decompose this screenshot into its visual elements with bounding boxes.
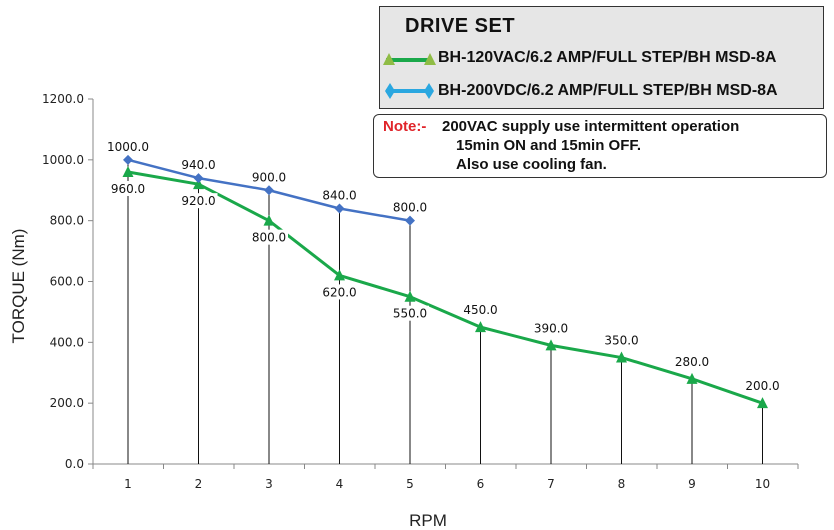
point-200vdc	[123, 154, 133, 165]
data-label-120vac: 350.0	[604, 334, 638, 348]
y-axis-title: TORQUE (Nm)	[9, 229, 28, 344]
data-label-120vac: 390.0	[534, 321, 568, 335]
x-tick-label: 8	[618, 477, 626, 491]
point-120vac	[616, 351, 627, 363]
green-triangle-line-icon	[383, 53, 436, 65]
data-label-200vdc: 800.0	[393, 201, 427, 215]
data-labels: 1000.0 940.0 900.0 840.0 800.0 960.0 920.0 800.…	[107, 140, 780, 393]
data-label-backing	[391, 305, 429, 321]
note-line-1: 200VAC supply use intermittent operation	[442, 118, 740, 135]
data-label-120vac: 620.0	[322, 285, 356, 299]
series-line-120vac	[127, 170, 763, 405]
point-120vac	[545, 339, 557, 351]
drop-lines	[127, 159, 763, 464]
data-label-200vdc: 900.0	[252, 170, 286, 184]
data-label-backing	[250, 229, 288, 245]
point-200vdc	[193, 173, 204, 184]
point-120vac	[122, 166, 134, 177]
x-tick-label: 10	[755, 477, 770, 491]
point-120vac	[404, 290, 416, 302]
y-tick-label: 0.0	[65, 457, 84, 471]
legend: DRIVE SET BH-120VAC/6.2 AMP/FULL STEP/BH…	[379, 6, 824, 109]
note-box: Note:- 200VAC supply use intermittent op…	[373, 114, 827, 178]
legend-title: DRIVE SET	[405, 15, 516, 37]
data-label-200vdc: 840.0	[322, 189, 356, 203]
point-200vdc	[264, 185, 274, 196]
x-tick-label: 9	[688, 477, 696, 491]
data-label-backing	[320, 284, 359, 300]
note-line-3: Also use cooling fan.	[456, 156, 607, 173]
data-label-backing	[179, 193, 218, 209]
data-label-120vac: 550.0	[393, 307, 427, 321]
legend-label-120vac: BH-120VAC/6.2 AMP/FULL STEP/BH MSD-8A	[438, 49, 777, 66]
y-tick-label: 800.0	[50, 214, 84, 228]
point-200vdc	[405, 215, 415, 226]
data-label-120vac: 800.0	[252, 231, 286, 245]
point-120vac	[193, 178, 204, 190]
x-tick-label: 2	[195, 477, 203, 491]
x-tick-label: 5	[406, 477, 414, 491]
y-tick-label: 200.0	[50, 396, 84, 410]
data-label-120vac: 280.0	[675, 355, 709, 369]
y-tick-label: 1200.0	[42, 92, 84, 106]
data-label-200vdc: 940.0	[181, 158, 215, 172]
note-line-2: 15min ON and 15min OFF.	[456, 137, 642, 154]
data-label-200vdc: 1000.0	[107, 140, 149, 154]
x-axis-title: RPM	[409, 511, 447, 530]
note-label: Note:-	[383, 118, 427, 135]
x-tick-label: 3	[265, 477, 273, 491]
data-label-backing	[109, 181, 147, 196]
data-label-120vac: 200.0	[745, 379, 779, 393]
point-120vac	[475, 321, 486, 333]
data-label-120vac: 450.0	[463, 303, 497, 317]
blue-diamond-line-icon	[385, 83, 434, 99]
y-tick-label: 400.0	[50, 335, 84, 349]
x-tick-label: 4	[336, 477, 344, 491]
x-tick-label: 6	[477, 477, 485, 491]
legend-entry-120vac: BH-120VAC/6.2 AMP/FULL STEP/BH MSD-8A	[382, 47, 776, 69]
point-120vac	[686, 372, 698, 384]
point-120vac	[334, 269, 345, 281]
series-layer	[122, 154, 768, 409]
data-label-120vac: 920.0	[181, 194, 215, 208]
y-tick-label: 600.0	[50, 275, 84, 289]
point-200vdc	[334, 203, 345, 214]
legend-entry-200vdc: BH-200VDC/6.2 AMP/FULL STEP/BH MSD-8A	[382, 80, 778, 102]
y-tick-label: 1000.0	[42, 153, 84, 167]
legend-label-200vdc: BH-200VDC/6.2 AMP/FULL STEP/BH MSD-8A	[438, 82, 778, 99]
point-120vac	[263, 214, 275, 226]
x-tick-label: 1	[124, 477, 132, 491]
data-label-120vac: 960.0	[111, 182, 145, 196]
x-tick-label: 7	[547, 477, 555, 491]
point-120vac	[757, 397, 768, 409]
